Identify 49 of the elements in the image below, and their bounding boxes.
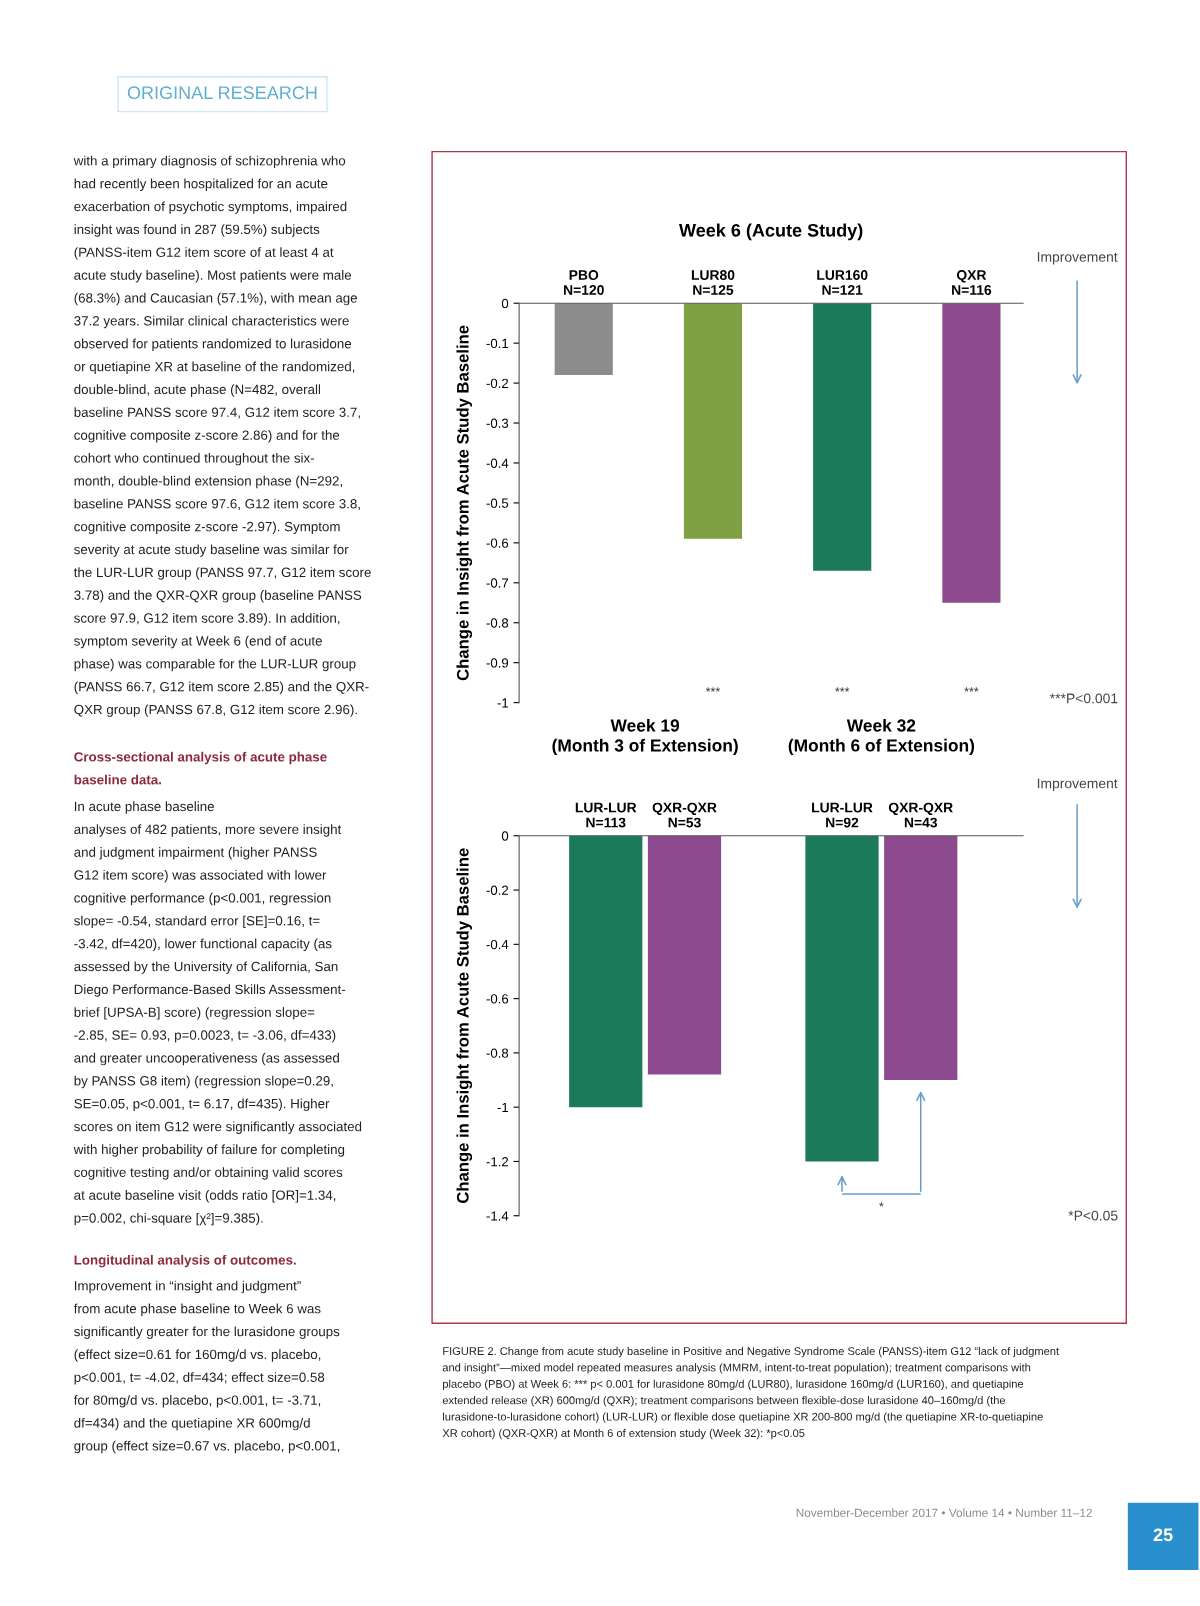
- y-tick-label: -0.4: [486, 939, 509, 950]
- y-tick-label: -0.8: [486, 1048, 509, 1058]
- y-axis-title: Change in Insight from Acute Study Baseline: [456, 848, 473, 1204]
- text: Improvement: [1037, 252, 1118, 265]
- annotation: *: [879, 1202, 884, 1207]
- x-tick-label: LUR-LUR N=113: [575, 802, 637, 828]
- y-tick-label: -0.2: [486, 885, 509, 895]
- y-tick-label: -0.6: [486, 994, 509, 1004]
- text: *P<0.05: [1068, 1210, 1118, 1221]
- y-tick-label: -0.2: [486, 378, 509, 389]
- text: In acute phase baseline analyses of 482 patients, more severe insight and judgment impairment (higher PANSS G12 item score) was associated with lower cognitive performance (p<0.001, regression slope= -0.54, standard error [SE]=0.16, t= -3.42, df=420), lower functional capacity (as assessed by the University of California, San Diego Performance-Based Skills Assessment- brief [UPSA-B] score) (regression slope= -2.85, SE= 0.93, p=0.0023, t= -3.06, df=433) and greater uncooperativeness (as assessed by PANSS G8 item) (regression slope=0.29, SE=0.05, p<0.001, t= 6.17, df=435). Higher scores on item G12 were significantly associated with higher probability of failure for completing cognitive testing and/or obtaining valid scores at acute baseline visit (odds ratio [OR]=1.34, p=0.002, chi-square [χ²]=9.385).: [73, 801, 362, 1226]
- text: Longitudinal analysis of outcomes.: [74, 1254, 296, 1268]
- y-tick-label: -1.4: [486, 1211, 509, 1221]
- text: Improvement: [1037, 778, 1118, 792]
- y-tick-label: -0.1: [486, 338, 509, 349]
- y-tick-label: -0.5: [486, 498, 509, 508]
- x-tick-label: PBO N=120: [564, 270, 604, 295]
- text: Improvement in “insight and judgment” from acute phase baseline to Week 6 was significantly greater for the lurasidone groups (effect size=0.61 for 160mg/d vs. placebo, p<0.001, t= -4.02, df=434; effect size=0.58 for 80mg/d vs. placebo, p<0.001, t= -3.71, df=434) and the quetiapine XR 600mg/d group (effect size=0.67 vs. placebo, p<0.001,: [73, 1280, 340, 1454]
- annotation: ***: [835, 687, 850, 692]
- text: Cross-sectional analysis of acute phase baseline data.: [74, 751, 327, 785]
- y-tick-label: 0: [501, 298, 509, 309]
- y-tick-label: -0.8: [486, 618, 509, 628]
- x-tick-label: QXR N=116: [952, 270, 992, 295]
- text: Week 32 (Month 6 of Extension): [788, 718, 975, 756]
- text: 25: [1153, 1528, 1173, 1542]
- x-tick-label: QXR-QXR N=53: [652, 802, 717, 828]
- x-tick-label: LUR160 N=121: [817, 270, 868, 295]
- text: ***P<0.001: [1049, 693, 1118, 704]
- annotation: ***: [705, 687, 721, 692]
- y-tick-label: -0.4: [486, 458, 509, 468]
- y-tick-label: -0.6: [486, 538, 509, 548]
- annotation: ***: [964, 687, 979, 692]
- text: ORIGINAL RESEARCH: [127, 86, 317, 100]
- y-tick-label: -0.3: [486, 418, 509, 428]
- text: Week 19 (Month 3 of Extension): [552, 718, 738, 756]
- x-tick-label: LUR-LUR N=92: [812, 802, 873, 828]
- y-tick-label: -1.2: [486, 1157, 509, 1167]
- y-tick-label: 0: [501, 831, 509, 841]
- y-tick-label: -0.9: [486, 658, 509, 668]
- y-tick-label: -1: [497, 1102, 509, 1112]
- text: November-December 2017 • Volume 14 • Number 11–12: [796, 1508, 1092, 1517]
- text: with a primary diagnosis of schizophrenia who had recently been hospitalized for an acute exacerbation of psychotic symptoms, impaired insight was found in 287 (59.5%) subjects (PANSS-item G12 item score of at least 4 at acute study baseline). Most patients were male (68.3%) and Caucasian (57.1%), with mean age 37.2 years. Similar clinical characteristics were observed for patients randomized to lurasidone or quetiapine XR at baseline of the randomized, double-blind, acute phase (N=482, overall baseline PANSS score 97.4, G12 item score 3.7, cognitive composite z-score 2.86) and for the cohort who continued throughout the six- month, double-blind extension phase (N=292, baseline PANSS score 97.6, G12 item score 3.8, cognitive composite z-score -2.97). Symptom severity at acute study baseline was similar for the LUR-LUR group (PANSS 97.7, G12 item score 3.78) and the QXR-QXR group (baseline PANSS score 97.9, G12 item score 3.89). In addition, symptom severity at Week 6 (end of acute phase) was comparable for the LUR-LUR group (PANSS 66.7, G12 item score 2.85) and the QXR- QXR group (PANSS 67.8, G12 item score 2.96).: [73, 155, 371, 717]
- y-tick-label: -1: [497, 698, 509, 708]
- x-tick-label: LUR80 N=125: [691, 270, 735, 295]
- y-tick-label: -0.7: [486, 578, 509, 588]
- caption: FIGURE 2. Change from acute study baseline in Positive and Negative Syndrome Scale (PANSS)-item G12 “lack of judgment and insight”—mixed model repeated measures analysis (MMRM, intent-to-treat population); treatment comparisons with placebo (PBO) at Week 6: *** p< 0.001 for lurasidone 80mg/d (LUR80), lurasidone 160mg/d (LUR160), and quetiapine extended release (XR) 600mg/d (QXR); treatment comparisons between flexible-dose lurasidone 40–160mg/d (the lurasidone-to-lurasidone cohort) (LUR-LUR) or flexible dose quetiapine XR 200-800 mg/d (the quetiapine XR-to-quetiapine XR cohort) (QXR-QXR) at Month 6 of extension study (Week 32): *p<0.05: [442, 1346, 1059, 1440]
- x-tick-label: QXR-QXR N=43: [888, 802, 953, 828]
- chart-title: Week 6 (Acute Study): [679, 223, 863, 241]
- y-axis-title: Change in Insight from Acute Study Baseline: [456, 325, 473, 681]
